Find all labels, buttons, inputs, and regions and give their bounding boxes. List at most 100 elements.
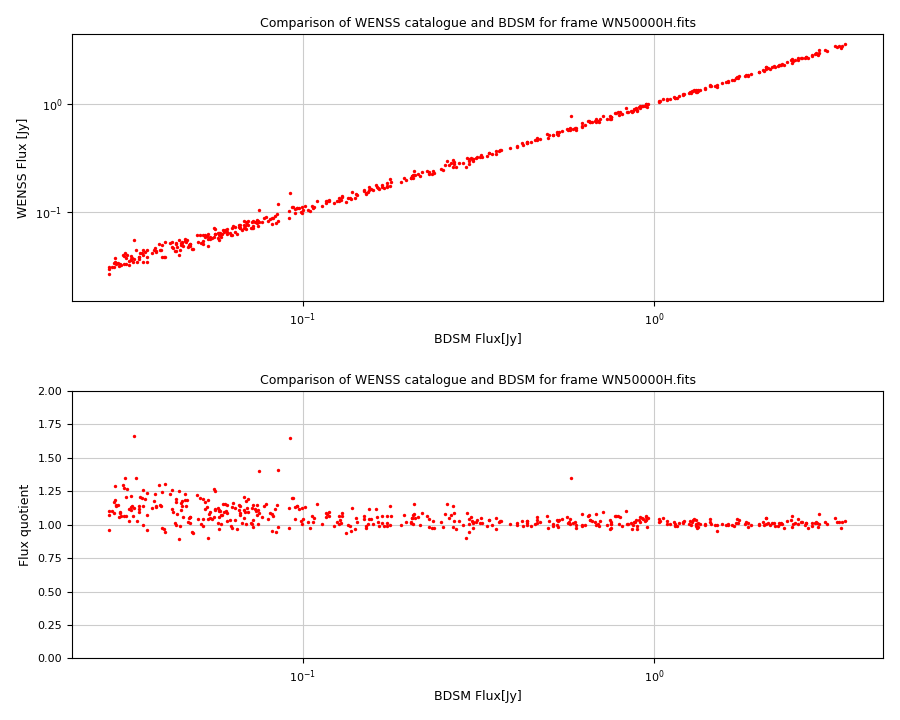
- Point: [239, 495, 254, 507]
- Point: [593, 515, 608, 526]
- Point: [731, 72, 745, 84]
- Point: [551, 516, 565, 527]
- Point: [791, 513, 806, 524]
- Point: [321, 507, 336, 518]
- Point: [131, 251, 146, 263]
- Point: [442, 513, 456, 524]
- Point: [235, 518, 249, 529]
- Point: [332, 518, 347, 529]
- Point: [739, 516, 753, 528]
- Point: [462, 518, 476, 530]
- Point: [226, 221, 240, 233]
- Point: [767, 517, 781, 528]
- Point: [769, 520, 783, 531]
- Point: [721, 518, 735, 529]
- Point: [530, 518, 544, 529]
- Point: [641, 512, 655, 523]
- Point: [285, 202, 300, 213]
- Point: [232, 220, 247, 231]
- Point: [611, 510, 625, 521]
- Point: [830, 516, 844, 528]
- Point: [421, 513, 436, 525]
- Point: [226, 497, 240, 508]
- Point: [405, 171, 419, 182]
- Point: [440, 156, 454, 167]
- Point: [332, 195, 347, 207]
- Point: [172, 533, 186, 544]
- Point: [741, 69, 755, 81]
- Point: [604, 111, 618, 122]
- Point: [206, 511, 220, 523]
- Point: [668, 518, 682, 530]
- Point: [725, 74, 740, 86]
- Point: [715, 77, 729, 89]
- Point: [259, 211, 274, 222]
- Point: [832, 516, 846, 528]
- Point: [690, 86, 705, 97]
- Point: [125, 253, 140, 264]
- Point: [335, 191, 349, 202]
- Point: [321, 194, 336, 206]
- Point: [302, 204, 316, 215]
- Point: [167, 517, 182, 528]
- Point: [420, 510, 435, 522]
- Point: [546, 520, 561, 531]
- Point: [158, 526, 173, 538]
- Point: [397, 509, 411, 521]
- Point: [524, 137, 538, 148]
- Point: [169, 519, 184, 531]
- Point: [509, 141, 524, 153]
- Point: [393, 519, 408, 531]
- Point: [183, 240, 197, 252]
- Point: [795, 516, 809, 528]
- Point: [466, 523, 481, 534]
- Point: [752, 519, 766, 531]
- Point: [630, 521, 644, 532]
- Point: [533, 517, 547, 528]
- Point: [662, 94, 677, 105]
- Point: [809, 518, 824, 529]
- Point: [604, 518, 618, 530]
- Point: [176, 500, 190, 512]
- Point: [687, 84, 701, 96]
- Point: [116, 251, 130, 262]
- Point: [770, 60, 785, 72]
- Point: [215, 228, 230, 240]
- Point: [304, 510, 319, 521]
- Point: [181, 516, 195, 528]
- Point: [183, 238, 197, 250]
- Point: [529, 132, 544, 143]
- Point: [688, 520, 703, 531]
- Point: [155, 240, 169, 251]
- Point: [194, 238, 209, 249]
- Point: [827, 513, 842, 524]
- Point: [246, 220, 260, 232]
- Point: [772, 518, 787, 530]
- Point: [169, 238, 184, 249]
- Point: [208, 485, 222, 496]
- Point: [310, 195, 324, 207]
- Point: [691, 517, 706, 528]
- Point: [315, 518, 329, 530]
- Point: [125, 256, 140, 267]
- Point: [772, 60, 787, 71]
- Point: [529, 511, 544, 523]
- Point: [151, 480, 166, 491]
- Point: [516, 520, 530, 531]
- Point: [169, 496, 184, 508]
- Point: [426, 515, 440, 526]
- Point: [307, 513, 321, 524]
- Point: [588, 116, 602, 127]
- Point: [641, 98, 655, 109]
- Point: [690, 521, 705, 533]
- Point: [135, 492, 149, 504]
- Point: [320, 196, 334, 207]
- Point: [703, 516, 717, 528]
- Point: [135, 248, 149, 259]
- Point: [652, 96, 667, 107]
- Point: [287, 502, 302, 513]
- Point: [233, 508, 248, 519]
- Point: [509, 519, 524, 531]
- Point: [155, 486, 169, 498]
- Point: [148, 501, 163, 513]
